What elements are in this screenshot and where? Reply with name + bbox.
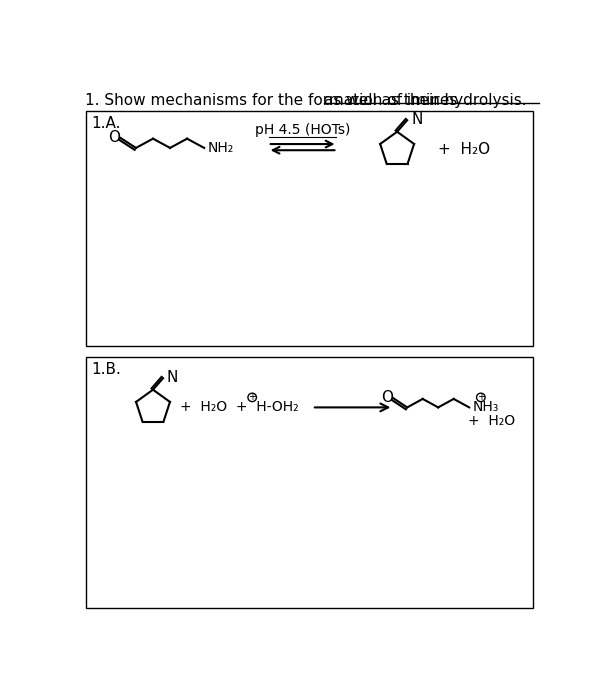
Text: as well as their hydrolysis.: as well as their hydrolysis. [324, 93, 526, 108]
Text: +: + [248, 393, 256, 402]
Text: 1. Show mechanisms for the formation of imines: 1. Show mechanisms for the formation of … [85, 93, 462, 108]
Text: +: + [477, 393, 485, 402]
Bar [86, 357, 533, 608]
Text: N: N [167, 370, 178, 385]
Text: N: N [411, 112, 422, 127]
Text: +  H₂O: + H₂O [438, 142, 490, 157]
Text: +  H₂O  +  H-OH₂: + H₂O + H-OH₂ [180, 400, 299, 414]
Text: 1.B.: 1.B. [91, 362, 121, 377]
Text: pH 4.5 (HOTs): pH 4.5 (HOTs) [255, 123, 350, 137]
Text: 1.A.: 1.A. [91, 116, 121, 131]
Text: +  H₂O: + H₂O [469, 414, 516, 428]
Text: NH₂: NH₂ [207, 141, 234, 155]
Bar [86, 111, 533, 346]
Text: NH₃: NH₃ [472, 400, 499, 414]
Text: O: O [108, 130, 120, 145]
Text: O: O [381, 390, 393, 405]
